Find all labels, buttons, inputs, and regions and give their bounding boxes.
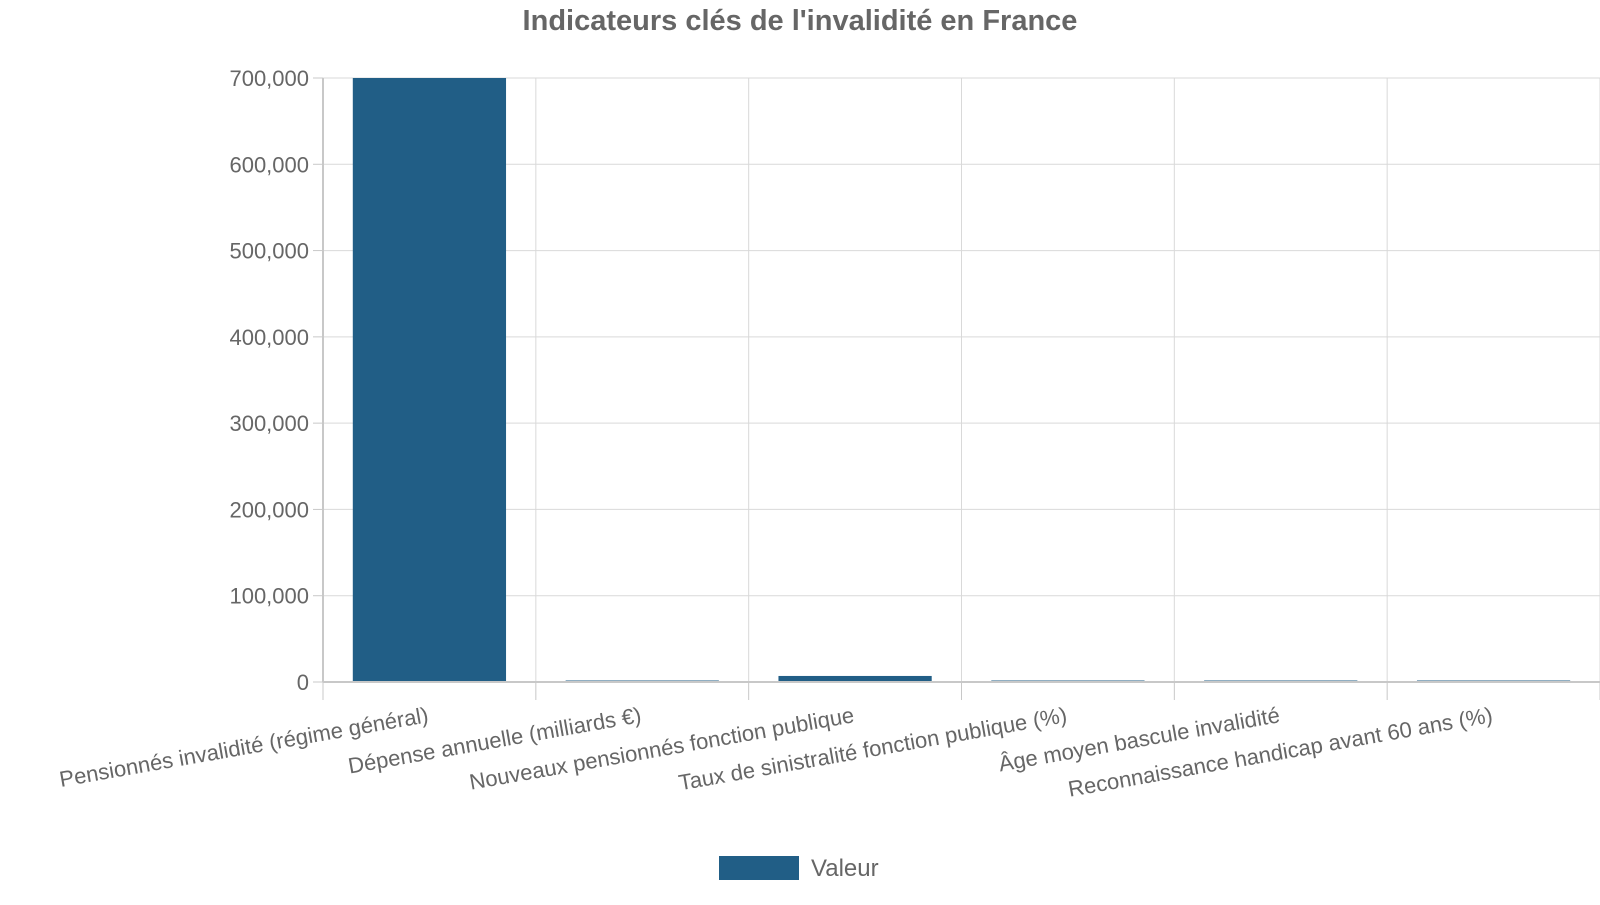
legend-swatch bbox=[719, 856, 799, 880]
grid-lines bbox=[322, 77, 1600, 683]
axes: 0 100,000 200,000 300,000 400,000 500,000 600,… bbox=[57, 66, 1600, 802]
y-tick-label: 500,000 bbox=[229, 239, 309, 264]
y-tick-label: 100,000 bbox=[229, 584, 309, 609]
legend-label: Valeur bbox=[811, 855, 879, 882]
legend: Valeur bbox=[719, 855, 879, 882]
y-tick-label: 700,000 bbox=[229, 66, 309, 91]
chart-title: Indicateurs clés de l'invalidité en Fran… bbox=[523, 5, 1078, 37]
y-tick-label: 400,000 bbox=[229, 325, 309, 350]
y-tick-label: 0 bbox=[297, 670, 309, 695]
y-tick-label: 600,000 bbox=[229, 152, 309, 177]
x-tick-label: Pensionnés invalidité (régime général) bbox=[57, 702, 430, 792]
bars bbox=[352, 78, 1571, 682]
y-tick-label: 200,000 bbox=[229, 497, 309, 522]
bar bbox=[778, 675, 932, 682]
bar bbox=[352, 78, 507, 682]
y-tick-label: 300,000 bbox=[229, 411, 309, 436]
